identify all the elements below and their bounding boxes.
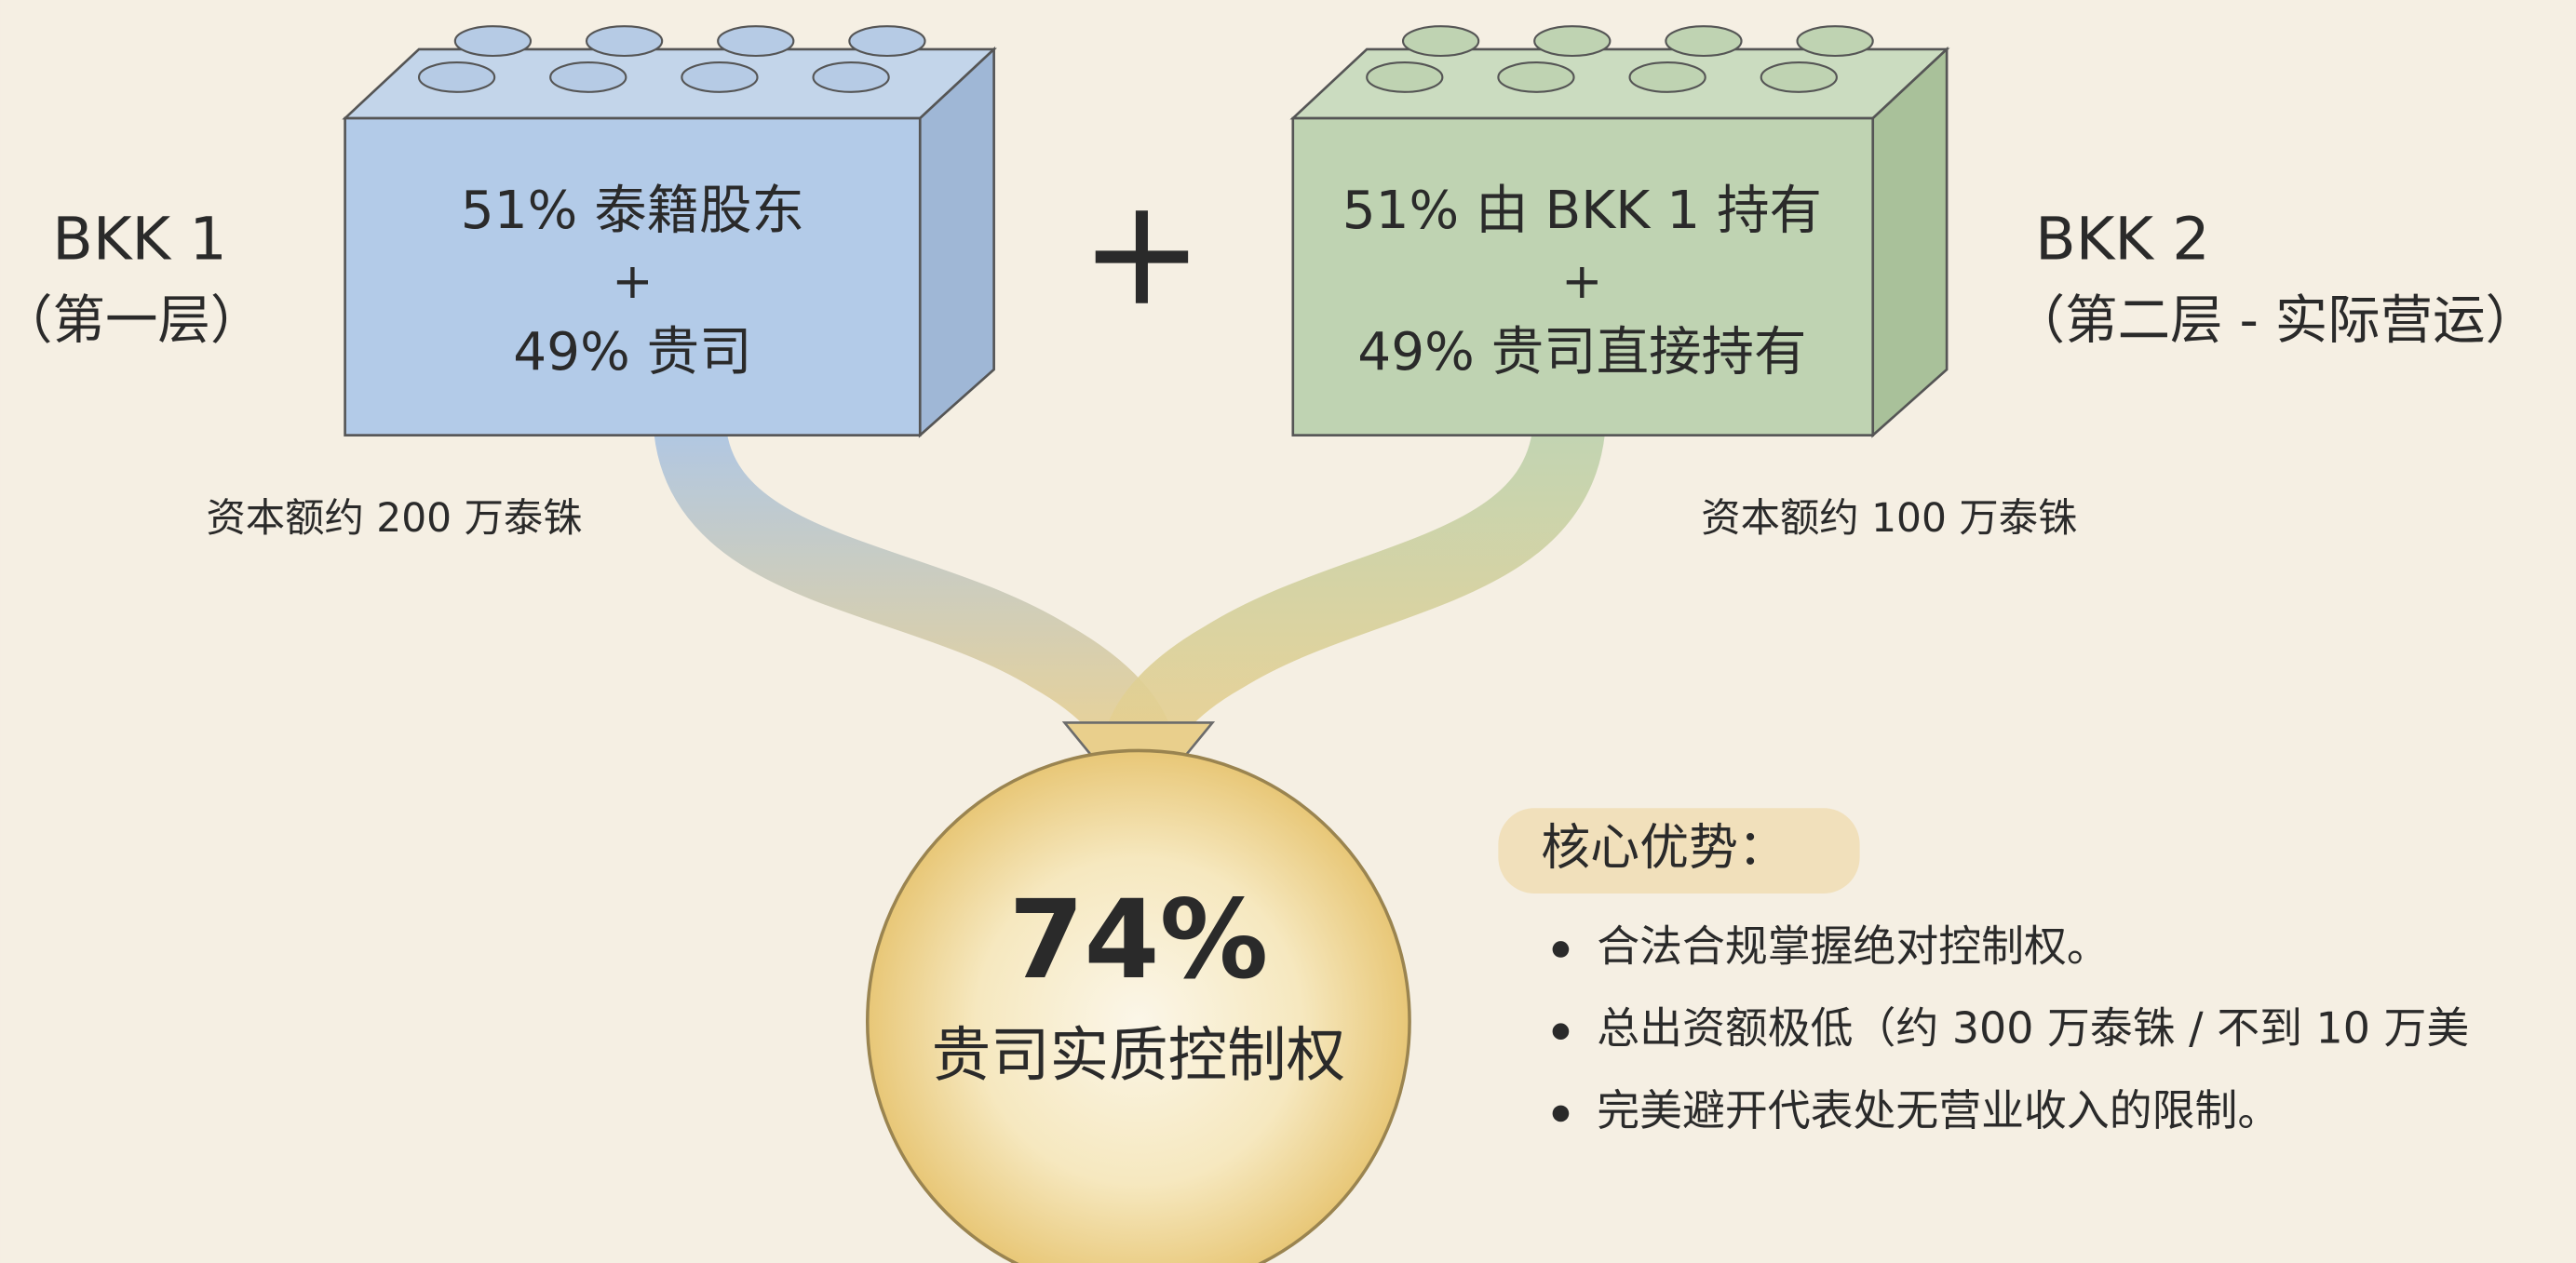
page: 74% 贵司实质控制权 51% 泰籍股东 + 49% 贵司 BKK 1 （第一层…: [0, 0, 2576, 1263]
advantage-item: 总出资额极低（约 300 万泰铢 / 不到 10 万美: [1597, 1003, 2469, 1054]
block-line: 51% 由 BKK 1 持有: [1342, 181, 1822, 241]
result-label: 贵司实质控制权: [932, 1021, 1346, 1090]
capital: 资本额约 100 万泰铢: [1701, 495, 2077, 541]
entity-layer: （第二层 - 实际营运）: [2013, 290, 2538, 351]
entity-name: BKK 1: [52, 205, 226, 274]
bullet: [1553, 941, 1570, 958]
bullet: [1553, 1023, 1570, 1040]
advantage-item: 合法合规掌握绝对控制权。: [1597, 920, 2110, 971]
entity-name: BKK 2: [2035, 205, 2209, 274]
diagram: 74% 贵司实质控制权 51% 泰籍股东 + 49% 贵司 BKK 1 （第一层…: [0, 0, 2576, 1263]
entity-layer: （第一层）: [0, 290, 263, 351]
block-line: 51% 泰籍股东: [461, 181, 804, 241]
result-circle: [868, 750, 1409, 1263]
block-line: 49% 贵司直接持有: [1357, 322, 1806, 383]
result-value: 74%: [1009, 878, 1269, 1003]
block-line: +: [612, 253, 653, 310]
advantages-title: 核心优势：: [1541, 820, 1787, 877]
capital: 资本额约 200 万泰铢: [206, 495, 582, 541]
plus: +: [1080, 168, 1204, 339]
block-line: 49% 贵司: [513, 322, 751, 383]
bullet: [1553, 1106, 1570, 1122]
block-line: +: [1561, 253, 1602, 310]
advantage-item: 完美避开代表处无营业收入的限制。: [1597, 1085, 2280, 1135]
